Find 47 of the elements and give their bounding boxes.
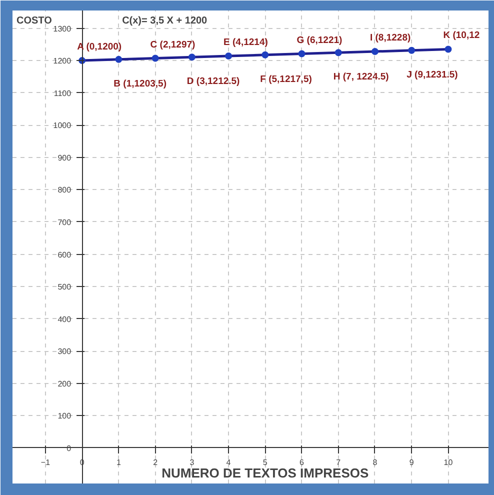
x-tick-label: 5 <box>262 458 268 467</box>
x-tick-label: 1 <box>116 458 122 467</box>
x-axis-title: NUMERO DE TEXTOS IMPRESOS <box>162 466 370 480</box>
y-tick-label: 1000 <box>53 121 72 130</box>
y-tick-label: 300 <box>58 347 72 356</box>
x-tick-label: 8 <box>372 458 378 467</box>
annotation: J (9,1231.5) <box>406 69 458 80</box>
y-tick-label: 400 <box>58 314 72 324</box>
annotation: C(x)= 3,5 X + 1200 <box>122 16 208 26</box>
point <box>444 46 452 53</box>
point <box>334 49 342 56</box>
y-tick-label: 1300 <box>53 24 72 34</box>
x-tick-label: 6 <box>300 458 305 467</box>
point <box>115 56 122 63</box>
annotation: F (5,1217,5) <box>260 74 312 85</box>
y-tick-label: 700 <box>58 218 72 227</box>
point <box>188 54 196 61</box>
x-tick-label: 3 <box>190 458 195 467</box>
annotation: K (10,12 <box>443 30 480 42</box>
y-tick-label: 100 <box>58 412 72 421</box>
x-tick-label: 7 <box>336 458 342 467</box>
annotation: B (1,1203,5) <box>114 78 166 90</box>
y-tick-label: 800 <box>58 186 72 195</box>
x-tick-label: 9 <box>409 458 414 467</box>
point <box>262 51 269 58</box>
y-tick-label: 1200 <box>53 56 72 66</box>
y-tick-label: 200 <box>58 379 72 388</box>
y-axis-title: COSTO <box>16 16 52 26</box>
x-tick-label: 2 <box>153 458 158 467</box>
annotation: D (3,1212.5) <box>186 76 240 88</box>
point <box>225 52 232 60</box>
annotation: E (4,1214) <box>224 37 268 48</box>
y-tick-label: 1100 <box>54 88 72 98</box>
annotation: G (6,1221) <box>296 34 342 46</box>
point <box>152 54 159 62</box>
point <box>408 46 416 54</box>
x-tick-label: 4 <box>226 458 232 467</box>
y-tick-label: 600 <box>58 250 72 260</box>
point <box>298 50 306 58</box>
annotation: H (7, 1224.5) <box>333 72 389 83</box>
y-tick-label: 500 <box>58 282 72 292</box>
x-tick-label: −1 <box>40 458 51 467</box>
point <box>371 48 378 55</box>
x-tick-label: 10 <box>444 458 454 467</box>
annotation: I (8,1228) <box>370 32 411 44</box>
y-tick-label: 900 <box>58 153 72 162</box>
annotation: C (2,1297) <box>150 39 196 50</box>
